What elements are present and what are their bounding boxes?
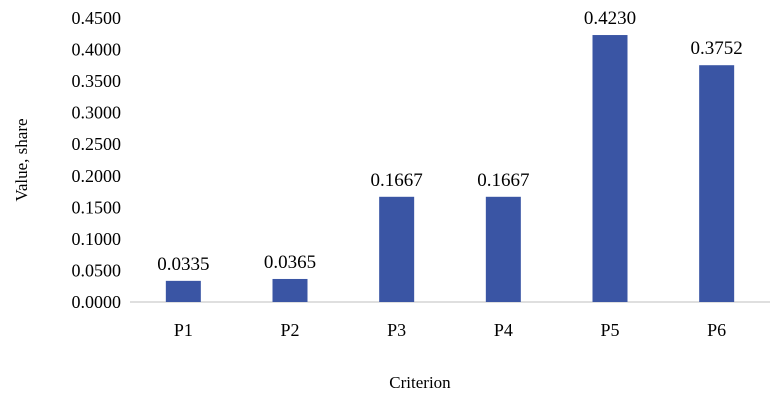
bar-p1 <box>165 280 201 302</box>
y-tick-label: 0.2000 <box>72 166 122 186</box>
data-labels: 0.0335 0.0365 0.1667 0.1667 0.4230 0.3752 <box>157 8 743 275</box>
bar-p4 <box>485 196 521 302</box>
x-tick-label: P3 <box>387 320 406 340</box>
x-tick-label: P4 <box>494 320 513 340</box>
x-tick-label: P1 <box>174 320 193 340</box>
y-tick-label: 0.2500 <box>72 134 122 154</box>
bar-p5 <box>592 35 628 302</box>
y-tick-label: 0.1500 <box>72 197 122 217</box>
x-tick-label: P6 <box>707 320 726 340</box>
bar-p2 <box>272 278 308 302</box>
y-tick-label: 0.0500 <box>72 260 122 280</box>
y-tick-label: 0.4000 <box>72 40 122 60</box>
bars <box>165 35 735 302</box>
bar-p6 <box>699 65 735 302</box>
x-axis-title: Criterion <box>389 373 451 392</box>
y-tick-label: 0.0000 <box>72 292 122 312</box>
x-tick-label: P5 <box>600 320 619 340</box>
bar-p3 <box>379 196 415 302</box>
y-tick-label: 0.3500 <box>72 71 122 91</box>
y-tick-label: 0.4500 <box>72 8 122 28</box>
x-axis-ticks: P1 P2 P3 P4 P5 P6 <box>174 320 726 340</box>
data-label: 0.3752 <box>691 38 743 59</box>
y-tick-label: 0.3000 <box>72 103 122 123</box>
data-label: 0.1667 <box>371 170 423 191</box>
x-tick-label: P2 <box>280 320 299 340</box>
data-label: 0.0335 <box>157 254 209 275</box>
y-axis-title: Value, share <box>12 118 31 201</box>
data-label: 0.0365 <box>264 252 316 273</box>
y-axis-ticks: 0.0000 0.0500 0.1000 0.1500 0.2000 0.2500 0.30… <box>72 8 122 312</box>
data-label: 0.1667 <box>477 170 529 191</box>
data-label: 0.4230 <box>584 8 636 29</box>
y-tick-label: 0.1000 <box>72 229 122 249</box>
